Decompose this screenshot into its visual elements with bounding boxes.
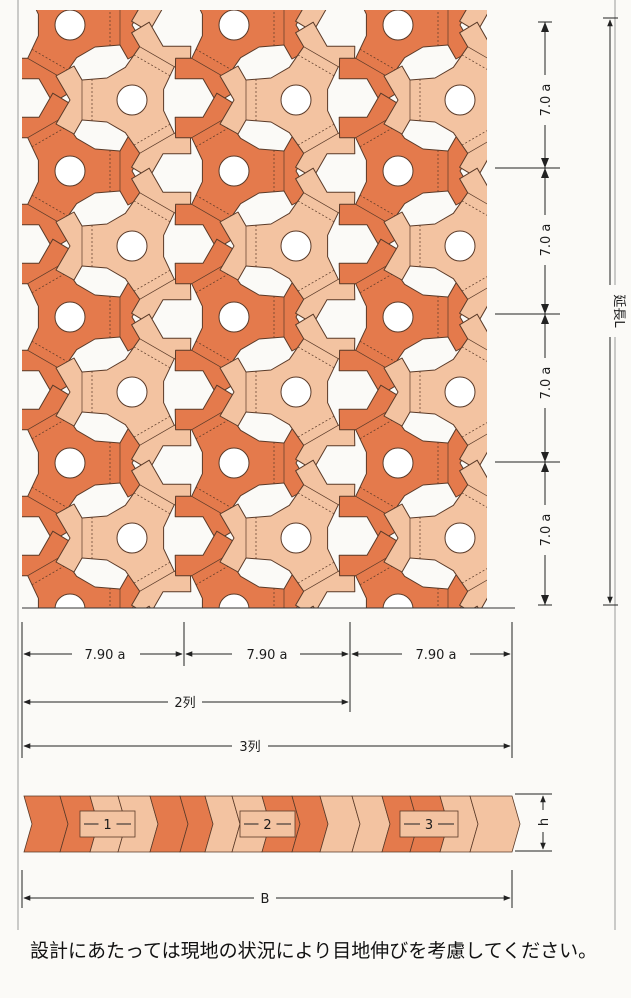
section-slice [23, 795, 69, 853]
tri-block [383, 459, 487, 608]
column-width-label-3: 7.90 a [415, 648, 456, 663]
tri-block [22, 238, 147, 396]
tri-block [219, 313, 356, 471]
span-3-label: 3列 [239, 740, 260, 755]
tri-block [219, 167, 356, 325]
vertical-dimensions: 7.0 a 7.0 a 7.0 a 7.0 a [495, 21, 560, 606]
tri-block [473, 605, 479, 608]
tri-block [174, 238, 311, 396]
plan-view [22, 10, 487, 608]
column-dimensions: 7.90 a 7.90 a 7.90 a 2列 3列 [21, 622, 513, 758]
vertical-dim-label-2: 7.0 a [539, 224, 554, 257]
total-length-label: 延長L [611, 294, 626, 328]
width-label: B [261, 892, 270, 907]
vertical-dim-label-3: 7.0 a [539, 367, 554, 400]
section-number-1: 1 [103, 818, 111, 833]
span-2-label: 2列 [174, 696, 195, 711]
tri-block [338, 92, 475, 250]
tri-block [131, 10, 163, 33]
tri-block [174, 530, 311, 608]
section-number-2: 2 [263, 818, 271, 833]
tri-block [219, 459, 356, 608]
height-dimension: h [515, 793, 552, 852]
section-number-3: 3 [425, 818, 433, 833]
tri-block [338, 10, 475, 104]
tri-block [145, 605, 151, 608]
tri-block [383, 313, 487, 471]
tri-block [55, 167, 192, 325]
section-slice [469, 795, 521, 853]
tri-block [338, 530, 475, 608]
tri-block [219, 21, 356, 179]
design-note: 設計にあたっては現地の状況により目地伸びを考慮してください。 [30, 940, 598, 962]
tri-block [55, 459, 192, 608]
vertical-dim-label-1: 7.0 a [539, 84, 554, 117]
tri-block [383, 167, 487, 325]
column-width-label-2: 7.90 a [246, 648, 287, 663]
tri-block [295, 10, 327, 33]
column-width-label-1: 7.90 a [84, 648, 125, 663]
height-label: h [537, 818, 552, 826]
total-length-dimension: 延長L [601, 17, 626, 606]
tri-block [55, 21, 192, 179]
tri-block [22, 384, 147, 542]
tri-block [55, 313, 192, 471]
section-view: 1 2 3 [23, 795, 521, 853]
vertical-dim-label-4: 7.0 a [539, 514, 554, 547]
width-dimension: B [21, 870, 513, 908]
tri-block [383, 21, 487, 179]
tri-block [22, 530, 147, 608]
